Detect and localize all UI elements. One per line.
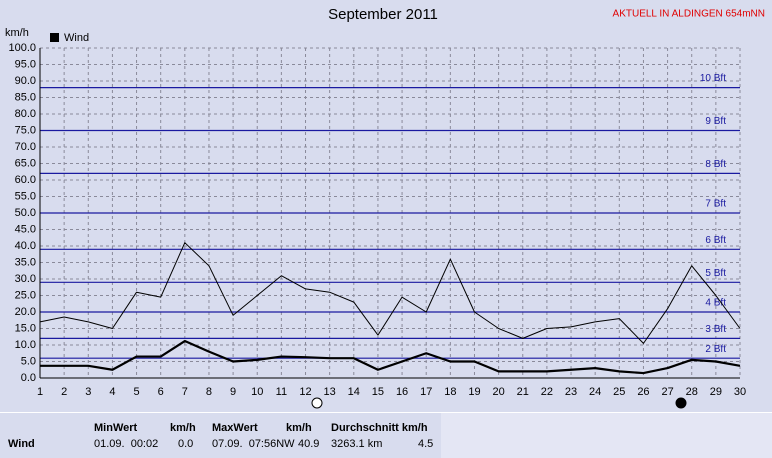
y-tick-label: 50.0 xyxy=(15,207,36,219)
x-tick-label: 1 xyxy=(37,386,43,398)
header: km/h xyxy=(170,422,196,434)
x-tick-label: 6 xyxy=(158,386,164,398)
beaufort-label: 3 Bft xyxy=(705,324,726,335)
cell-text: 40.9 xyxy=(298,438,320,450)
beaufort-label: 5 Bft xyxy=(705,268,726,279)
x-tick-label: 30 xyxy=(734,386,746,398)
y-tick-label: 35.0 xyxy=(15,256,36,268)
moon-new xyxy=(675,397,687,409)
x-tick-label: 21 xyxy=(517,386,529,398)
wind-line xyxy=(39,242,741,344)
x-tick-label: 11 xyxy=(276,386,287,398)
beaufort-label: 4 Bft xyxy=(705,298,726,309)
x-tick-label: 27 xyxy=(661,386,673,398)
beaufort-label: 10 Bft xyxy=(700,73,726,84)
x-tick-label: 29 xyxy=(710,386,722,398)
beaufort-label: 2 Bft xyxy=(705,344,726,355)
x-tick-label: 16 xyxy=(396,386,408,398)
beaufort-label: 8 Bft xyxy=(705,159,726,170)
chart-title: September 2011 xyxy=(328,6,438,23)
y-tick-label: 90.0 xyxy=(15,75,36,87)
x-tick-label: 22 xyxy=(541,386,553,398)
x-tick-label: 9 xyxy=(230,386,236,398)
y-tick-label: 40.0 xyxy=(15,240,36,252)
legend-label: Wind xyxy=(64,32,89,44)
x-tick-label: 12 xyxy=(299,386,311,398)
x-tick-label: 8 xyxy=(206,386,212,398)
table-cell xyxy=(0,412,89,458)
x-tick-label: 15 xyxy=(372,386,384,398)
y-tick-label: 60.0 xyxy=(15,174,36,186)
y-tick-label: 65.0 xyxy=(15,157,36,169)
y-tick-label: 5.0 xyxy=(21,355,36,367)
header: MinWert xyxy=(94,422,138,434)
x-tick-label: 5 xyxy=(133,386,139,398)
y-tick-label: 95.0 xyxy=(15,58,36,70)
y-tick-label: 100.0 xyxy=(8,42,36,54)
y-tick-label: 75.0 xyxy=(15,124,36,136)
x-tick-label: 18 xyxy=(444,386,456,398)
y-tick-label: 45.0 xyxy=(15,223,36,235)
table-cell xyxy=(203,412,326,458)
x-tick-label: 20 xyxy=(492,386,504,398)
x-tick-label: 17 xyxy=(420,386,432,398)
y-tick-label: 55.0 xyxy=(15,190,36,202)
header: MaxWert xyxy=(212,422,258,434)
moon-full xyxy=(311,397,323,409)
y-tick-label: 20.0 xyxy=(15,306,36,318)
y-tick-label: 15.0 xyxy=(15,322,36,334)
x-tick-label: 19 xyxy=(468,386,480,398)
y-tick-label: 70.0 xyxy=(15,141,36,153)
x-tick-label: 24 xyxy=(589,386,601,398)
wind-line xyxy=(40,339,741,375)
chart: September 2011 AKTUELL IN ALDINGEN 654mN… xyxy=(5,6,765,409)
station-label: AKTUELL IN ALDINGEN 654mNN xyxy=(613,9,765,20)
x-tick-label: 10 xyxy=(251,386,263,398)
header: Durchschnitt km/h xyxy=(331,422,428,434)
x-tick-label: 4 xyxy=(109,386,115,398)
legend-swatch xyxy=(50,33,59,42)
x-tick-label: 28 xyxy=(686,386,698,398)
table-cell xyxy=(441,412,772,458)
x-tick-label: 14 xyxy=(348,386,360,398)
header: km/h xyxy=(286,422,312,434)
cell-text: 07.09. 07:56NW xyxy=(212,438,295,450)
cell-text: 3263.1 km xyxy=(331,438,383,450)
x-tick-label: 3 xyxy=(85,386,91,398)
beaufort-label: 9 Bft xyxy=(705,116,726,127)
cell-text: 4.5 xyxy=(418,438,434,450)
y-tick-label: 30.0 xyxy=(15,273,36,285)
x-tick-label: 25 xyxy=(613,386,625,398)
y-tick-label: 25.0 xyxy=(15,289,36,301)
cell-text: 01.09. 00:02 xyxy=(94,438,159,450)
x-tick-label: 23 xyxy=(565,386,577,398)
x-tick-label: 26 xyxy=(637,386,649,398)
y-axis-unit: km/h xyxy=(5,27,29,39)
y-tick-label: 85.0 xyxy=(15,91,36,103)
beaufort-label: 7 Bft xyxy=(705,199,726,210)
y-tick-label: 10.0 xyxy=(15,339,36,351)
x-tick-label: 2 xyxy=(61,386,67,398)
table-cell xyxy=(88,412,204,458)
x-tick-label: 13 xyxy=(324,386,336,398)
cell-text: 0.0 xyxy=(178,438,194,450)
beaufort-label: 6 Bft xyxy=(705,235,726,246)
row-label: Wind xyxy=(8,438,35,450)
y-tick-label: 80.0 xyxy=(15,108,36,120)
y-tick-label: 0.0 xyxy=(21,372,36,384)
table-cell xyxy=(325,412,442,458)
x-tick-label: 7 xyxy=(182,386,188,398)
